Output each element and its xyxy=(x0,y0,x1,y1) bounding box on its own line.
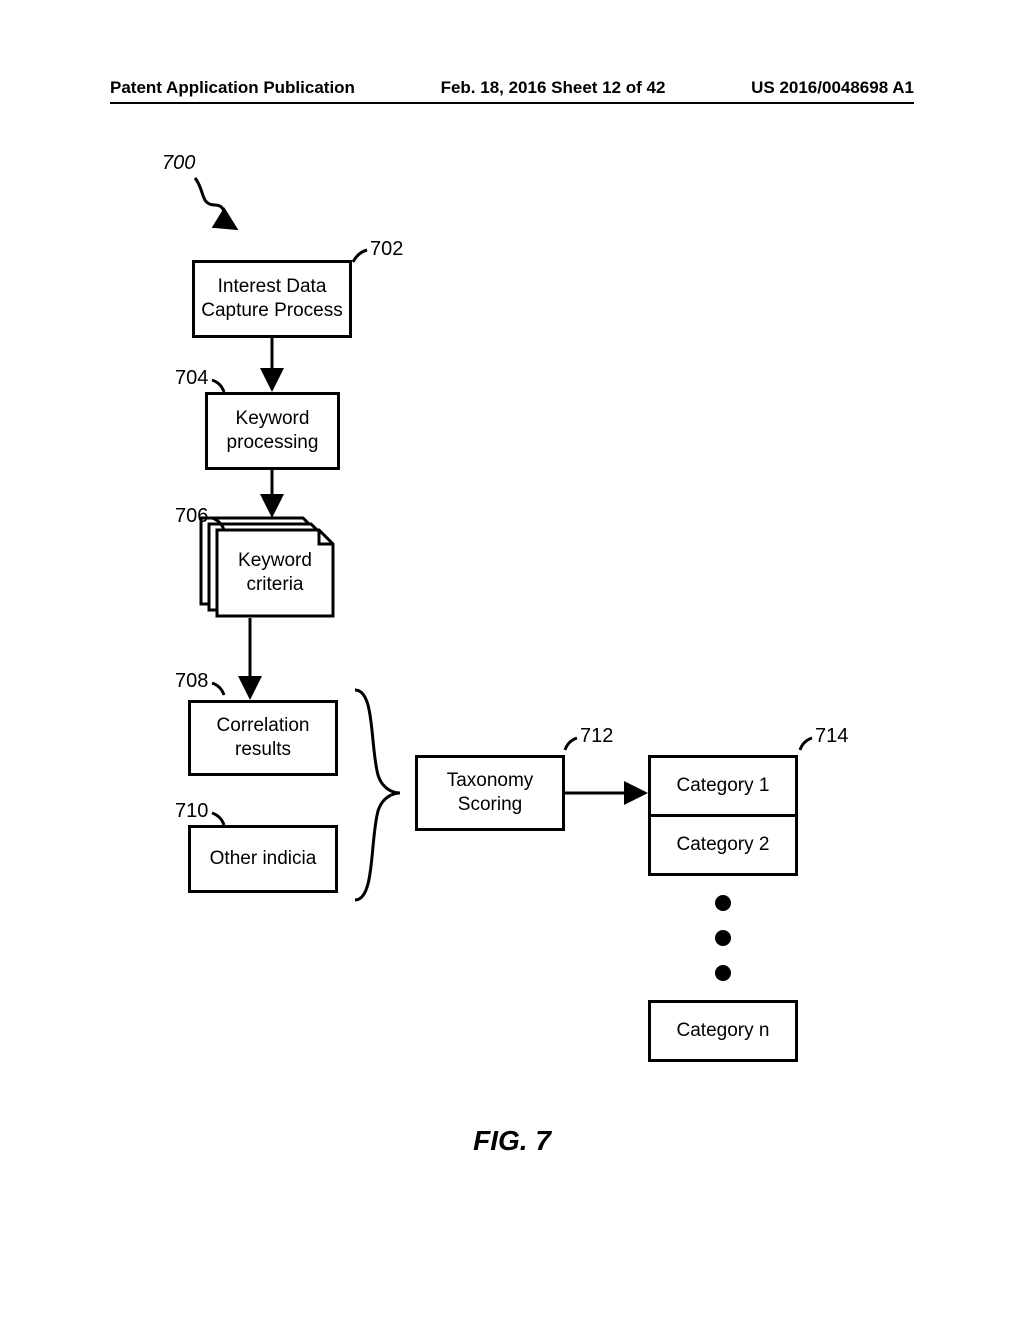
ref-text: 710 xyxy=(175,800,208,822)
caption-text: FIG. 7 xyxy=(473,1125,551,1156)
ref-text: 708 xyxy=(175,670,208,692)
node-label: Interest Data Capture Process xyxy=(201,275,343,323)
ref-text: 700 xyxy=(162,152,195,174)
callout-714 xyxy=(800,738,812,750)
ref-text: 714 xyxy=(815,725,848,747)
node-label: Taxonomy Scoring xyxy=(424,769,556,817)
node-label: Other indicia xyxy=(210,847,317,871)
ref-text: 706 xyxy=(175,505,208,527)
callout-710 xyxy=(212,813,224,825)
ref-712: 712 xyxy=(580,725,613,748)
node-label: Keyword criteria xyxy=(217,549,333,597)
ref-706: 706 xyxy=(175,505,208,528)
ref-text: 702 xyxy=(370,238,403,260)
ref-702: 702 xyxy=(370,238,403,261)
ref-700: 700 xyxy=(162,152,195,175)
ref-714: 714 xyxy=(815,725,848,748)
ref-704: 704 xyxy=(175,367,208,390)
callout-702 xyxy=(353,250,367,262)
node-interest-data: Interest Data Capture Process xyxy=(192,260,352,338)
node-label: Category 2 xyxy=(677,833,770,857)
callout-arrow-700 xyxy=(195,178,235,228)
ref-text: 712 xyxy=(580,725,613,747)
node-label: Category 1 xyxy=(677,774,770,798)
diagram-canvas: Interest Data Capture Process Keyword pr… xyxy=(0,0,1024,1320)
curly-brace xyxy=(355,690,400,900)
ref-text: 704 xyxy=(175,367,208,389)
node-keyword-criteria: Keyword criteria xyxy=(199,516,337,618)
node-label: Correlation results xyxy=(197,714,329,762)
callout-708 xyxy=(212,683,224,695)
callout-704 xyxy=(212,380,224,392)
ellipsis-dot xyxy=(715,930,731,946)
figure-caption: FIG. 7 xyxy=(0,1125,1024,1157)
callout-712 xyxy=(565,738,577,750)
ref-710: 710 xyxy=(175,800,208,823)
node-label-wrap: Keyword criteria xyxy=(217,530,333,616)
node-category-n: Category n xyxy=(648,1000,798,1062)
ellipsis-dot xyxy=(715,965,731,981)
node-correlation-results: Correlation results xyxy=(188,700,338,776)
node-category-1: Category 1 xyxy=(648,755,798,817)
ref-708: 708 xyxy=(175,670,208,693)
ellipsis-dot xyxy=(715,895,731,911)
node-taxonomy-scoring: Taxonomy Scoring xyxy=(415,755,565,831)
node-keyword-processing: Keyword processing xyxy=(205,392,340,470)
connector-layer xyxy=(0,0,1024,1320)
node-other-indicia: Other indicia xyxy=(188,825,338,893)
node-label: Category n xyxy=(677,1019,770,1043)
node-label: Keyword processing xyxy=(214,407,331,455)
node-category-2: Category 2 xyxy=(648,814,798,876)
